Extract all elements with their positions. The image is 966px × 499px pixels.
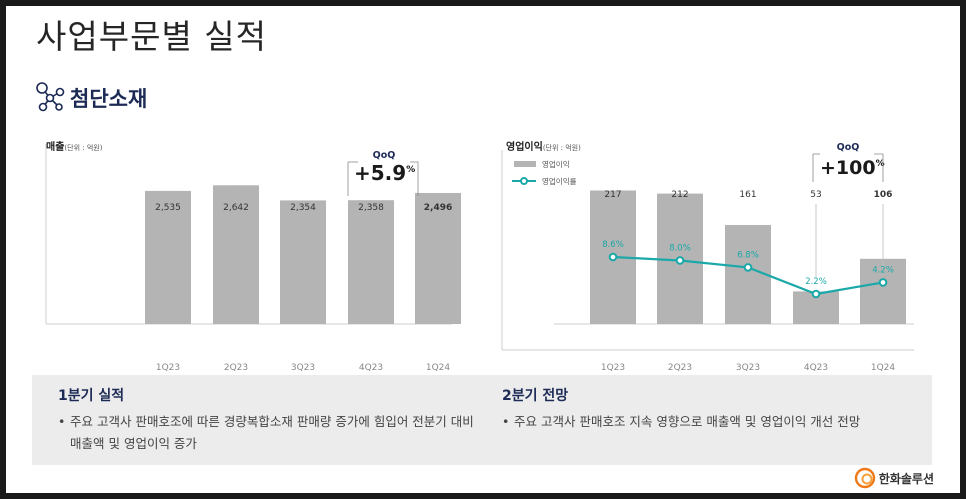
legend-bar-label: 영업이익 xyxy=(542,159,570,169)
q1-heading: 1분기 실적 xyxy=(58,388,125,404)
bar-value-label: 106 xyxy=(874,190,893,200)
q2-heading: 2분기 전망 xyxy=(502,388,569,404)
margin-value-label: 2.2% xyxy=(805,277,827,287)
q1-bullet-line2: 매출액 및 영업이익 증가 xyxy=(70,436,197,451)
x-tick-label: 3Q23 xyxy=(291,363,315,373)
bar-value-label: 2,358 xyxy=(358,203,384,213)
qoq-value: +100% xyxy=(820,157,885,179)
margin-value-label: 6.8% xyxy=(737,250,759,260)
legend-line-label: 영업이익률 xyxy=(542,176,577,186)
molecule-icon xyxy=(36,82,65,112)
q1-bullet-line1: 주요 고객사 판매호조에 따른 경량복합소재 판매량 증가에 힘입어 전분기 대… xyxy=(70,414,474,429)
section-title: 첨단소재 xyxy=(70,87,148,111)
bar-value-label: 2,535 xyxy=(155,203,181,213)
x-tick-label: 2Q23 xyxy=(224,363,248,373)
q1-bullet: 주요 고객사 판매호조에 따른 경량복합소재 판매량 증가에 힘입어 전분기 대… xyxy=(58,411,498,455)
x-tick-label: 2Q23 xyxy=(668,363,692,373)
sales-chart: 매출(단위 : 억원) 2,535 1Q23 2,642 2Q23 2,354 3Q23 2,… xyxy=(45,140,461,373)
x-tick-label: 4Q23 xyxy=(804,363,828,373)
qoq-suffix: % xyxy=(876,159,885,169)
qoq-bracket-right xyxy=(874,153,884,182)
margin-point xyxy=(811,289,821,299)
qoq-value: +5.9% xyxy=(354,161,415,185)
margin-point xyxy=(743,263,753,272)
bar-value-label: 212 xyxy=(671,190,688,200)
bar xyxy=(860,258,906,324)
bar xyxy=(415,192,461,324)
bar-value-label: 161 xyxy=(739,190,756,200)
qoq-label: QoQ xyxy=(837,142,860,153)
qoq-bracket-right xyxy=(410,161,419,196)
margin-value-label: 4.2% xyxy=(872,265,894,275)
x-tick-label: 1Q24 xyxy=(426,363,451,373)
x-tick-label: 3Q23 xyxy=(736,363,760,373)
bar-value-label: 2,354 xyxy=(290,203,316,213)
bar-value-label: 2,496 xyxy=(424,203,452,213)
bar-value-label: 53 xyxy=(810,190,821,200)
bar-value-label: 2,642 xyxy=(223,203,249,213)
q2-outlook: 2분기 전망 주요 고객사 판매호조 지속 영향으로 매출액 및 영업이익 개선… xyxy=(502,385,922,433)
bar xyxy=(145,190,191,324)
legend-line-marker xyxy=(520,177,528,185)
qoq-suffix: % xyxy=(406,165,415,175)
x-tick-label: 1Q23 xyxy=(156,363,180,373)
bar xyxy=(213,185,259,324)
company-logo: 한화솔루션 xyxy=(854,467,934,489)
hanwha-logo-icon xyxy=(854,467,875,489)
chart-unit: (단위 : 억원) xyxy=(64,143,102,152)
chart-unit: (단위 : 억원) xyxy=(543,143,581,152)
bar-value-label: 217 xyxy=(604,190,621,200)
legend-bar-swatch xyxy=(514,161,536,167)
x-tick-label: 4Q23 xyxy=(359,363,383,373)
x-tick-label: 1Q23 xyxy=(601,363,625,373)
page-title: 사업부문별 실적 xyxy=(36,17,268,56)
qoq-label: QoQ xyxy=(373,150,396,161)
chart-title: 매출(단위 : 억원) xyxy=(46,140,103,153)
margin-point xyxy=(878,278,888,287)
x-tick-label: 1Q24 xyxy=(871,363,896,373)
qoq-number: +100 xyxy=(820,157,876,179)
logo-text: 한화솔루션 xyxy=(878,471,934,486)
margin-value-label: 8.6% xyxy=(602,240,624,250)
chart-title-text: 영업이익 xyxy=(506,140,543,153)
operating-profit-chart: 영업이익(단위 : 억원)영업이익영업이익률2171Q232122Q231613… xyxy=(501,140,914,373)
margin-point xyxy=(675,256,685,265)
q1-results: 1분기 실적 주요 고객사 판매호조에 따른 경량복합소재 판매량 증가에 힘입… xyxy=(58,385,498,455)
margin-value-label: 8.0% xyxy=(669,243,691,253)
chart-title-text: 매출 xyxy=(46,140,64,153)
margin-point xyxy=(608,252,618,262)
bar xyxy=(280,200,326,324)
chart-title: 영업이익(단위 : 억원) xyxy=(506,140,581,153)
bar xyxy=(348,200,394,324)
summary-panel: 1분기 실적 주요 고객사 판매호조에 따른 경량복합소재 판매량 증가에 힘입… xyxy=(32,375,932,465)
q2-bullet: 주요 고객사 판매호조 지속 영향으로 매출액 및 영업이익 개선 전망 xyxy=(502,411,922,433)
qoq-number: +5.9 xyxy=(354,161,406,185)
slide: 사업부문별 실적 첨단소재 매출(단위 : 억원) 2,535 1Q23 2,642 2… xyxy=(6,6,960,493)
